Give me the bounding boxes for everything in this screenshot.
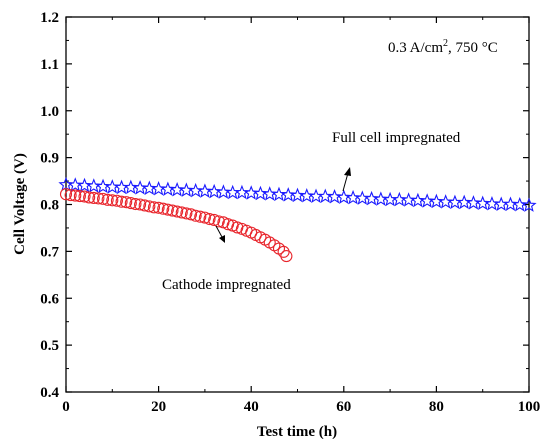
axis-ticks: 0 20 40 60 80 100 0.4 0.5 0.6 0.7 0.8 0.9 1.0 1.1 1.2 [40, 10, 540, 415]
cathode-point [92, 192, 105, 205]
cathode-point [110, 194, 123, 207]
cathode-annotation: Cathode impregnated [162, 277, 291, 293]
cathode-point [212, 215, 225, 228]
cathode-point [175, 206, 188, 219]
cathode-point [120, 196, 133, 209]
condition-superscript: 2 [443, 38, 448, 49]
cathode-point [78, 190, 91, 203]
cathode-point [152, 201, 165, 214]
cathode-point [143, 200, 156, 213]
cathode-point [198, 211, 211, 224]
cathode-point [87, 191, 100, 204]
cathode-point [101, 193, 114, 206]
y-tick-label: 1.2 [40, 10, 59, 26]
cathode-point [138, 199, 151, 212]
cathode-point [64, 189, 77, 202]
cathode-point [69, 189, 82, 202]
cathode-point [180, 207, 193, 220]
x-tick-label: 20 [151, 399, 166, 415]
cathode-point [157, 202, 170, 215]
series-layer [58, 176, 537, 263]
y-tick-label: 0.4 [40, 385, 59, 401]
y-tick-label: 0.6 [40, 291, 59, 307]
full-cell-arrow [342, 167, 351, 192]
cathode-point [194, 210, 207, 223]
x-tick-label: 80 [429, 399, 444, 415]
x-tick-label: 60 [336, 399, 351, 415]
condition-prefix: 0.3 A/cm [388, 40, 443, 56]
full-cell-annotation: Full cell impregnated [332, 130, 461, 146]
cathode-point [134, 198, 147, 211]
cathode-point [171, 205, 184, 218]
cathode-arrow [215, 225, 225, 243]
cathode-point [203, 212, 216, 226]
cathode-point [83, 191, 96, 204]
condition-label: 0.3 A/cm2, 750 °C [388, 38, 498, 56]
y-tick-label: 0.9 [40, 151, 59, 167]
y-axis-title: Cell Voltage (V) [12, 153, 28, 255]
cathode-point [208, 213, 221, 227]
cathode-point [166, 204, 179, 217]
cathode-point [115, 195, 128, 208]
y-tick-label: 0.7 [40, 244, 59, 260]
cathode-point [73, 190, 86, 203]
cathode-point [129, 197, 142, 211]
x-tick-label: 0 [62, 399, 70, 415]
x-tick-label: 40 [244, 399, 259, 415]
condition-suffix: , 750 °C [448, 40, 498, 56]
cathode-point [106, 194, 119, 207]
cathode-point [280, 250, 293, 263]
cathode-point [96, 192, 110, 205]
y-tick-label: 0.5 [40, 338, 59, 354]
cathode-point [189, 209, 202, 222]
y-tick-label: 1.0 [40, 104, 59, 120]
cathode-point [147, 201, 161, 214]
x-axis-title: Test time (h) [257, 424, 337, 439]
cathode-point [124, 197, 137, 210]
y-tick-label: 0.8 [40, 198, 59, 214]
y-tick-label: 1.1 [40, 57, 59, 73]
cathode-point [161, 203, 174, 216]
cathode-point [184, 208, 198, 221]
plot-frame [65, 16, 530, 393]
x-tick-label: 100 [518, 399, 541, 415]
cathode-point [59, 188, 73, 201]
full-cell-point [521, 197, 537, 212]
series-circle [59, 188, 293, 263]
series-star [58, 176, 537, 212]
